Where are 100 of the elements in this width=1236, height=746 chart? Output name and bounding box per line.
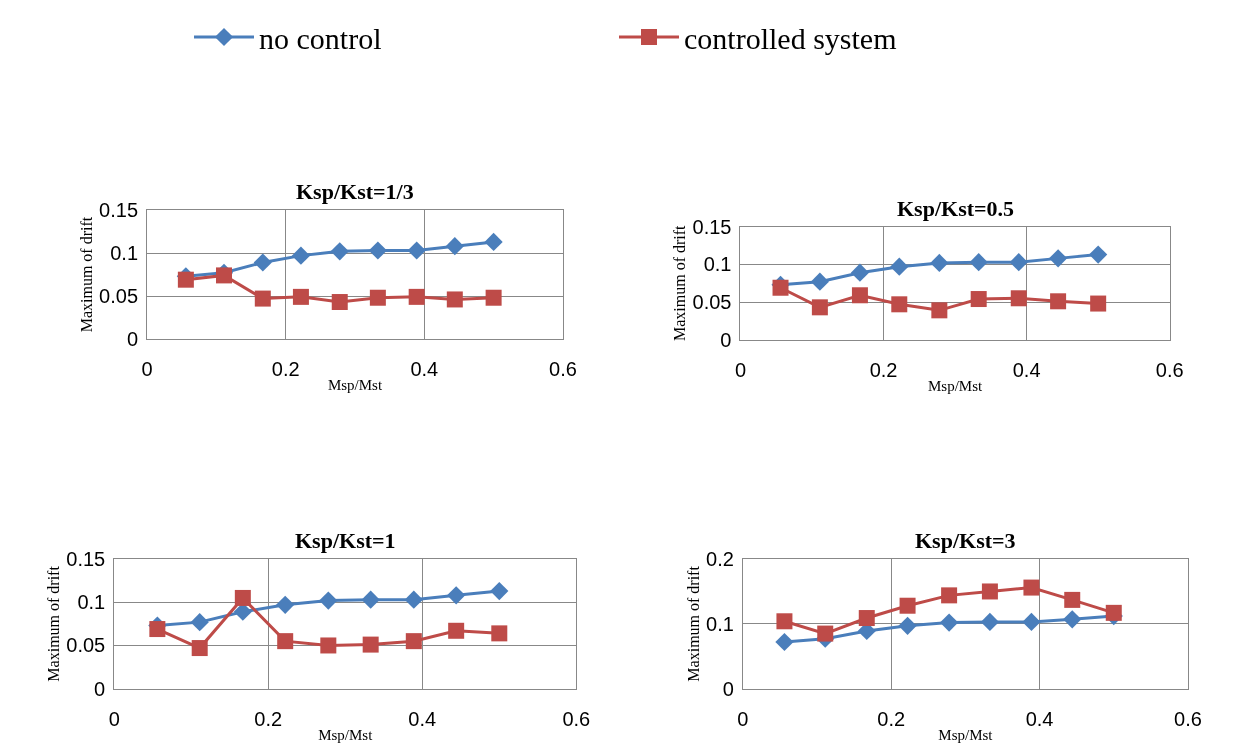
- point: [772, 279, 789, 296]
- point: [1023, 579, 1040, 596]
- point: [811, 299, 828, 316]
- point: [930, 253, 949, 272]
- point: [446, 291, 463, 308]
- chart-title: Ksp/Kst=1/3: [296, 179, 414, 204]
- point: [292, 288, 309, 305]
- point: [331, 294, 348, 311]
- x-axis-title: Msp/Mst: [327, 376, 383, 393]
- x-tick-label: 0.2: [877, 707, 906, 730]
- point: [775, 632, 794, 652]
- y-tick-label: 0.1: [706, 612, 734, 635]
- point: [362, 636, 379, 653]
- point: [1089, 245, 1108, 264]
- x-tick-label: 0.6: [1174, 707, 1202, 730]
- x-tick-label: 0.2: [869, 358, 898, 381]
- point: [191, 640, 208, 657]
- point: [858, 610, 875, 627]
- x-tick-label: 0.4: [408, 707, 437, 730]
- y-tick-label: 0.05: [66, 634, 106, 657]
- y-tick-label: 0.15: [692, 215, 732, 238]
- point: [320, 637, 337, 654]
- x-axis-title: Msp/Mst: [938, 726, 994, 743]
- point: [898, 616, 917, 635]
- y-tick-label: 0.15: [99, 199, 139, 222]
- point: [890, 257, 909, 276]
- point: [369, 289, 386, 306]
- point: [817, 625, 834, 642]
- point: [981, 583, 998, 600]
- x-tick-label: 0.4: [410, 357, 439, 380]
- x-tick-label: 0.4: [1012, 358, 1041, 381]
- y-tick-label: 0.2: [706, 548, 734, 571]
- point: [899, 597, 916, 614]
- point: [891, 296, 908, 313]
- point: [407, 241, 426, 260]
- point: [277, 633, 294, 650]
- x-tick-label: 0: [737, 707, 749, 730]
- point: [404, 590, 423, 609]
- y-axis-title: Maximum of drift: [671, 224, 689, 341]
- point: [970, 291, 987, 308]
- point: [1090, 295, 1107, 312]
- point: [851, 287, 868, 304]
- point: [149, 621, 166, 638]
- y-tick-label: 0: [722, 677, 734, 700]
- x-tick-label: 0.2: [271, 357, 300, 380]
- point: [490, 581, 509, 601]
- y-tick-label: 0: [720, 328, 732, 351]
- point: [776, 613, 793, 630]
- y-axis-title: Maximum of drift: [78, 216, 96, 333]
- point: [1010, 290, 1027, 307]
- point: [1022, 612, 1041, 632]
- point: [980, 612, 1000, 632]
- chart-title: Ksp/Kst=0.5: [897, 196, 1015, 221]
- x-axis-title: Msp/Mst: [927, 377, 984, 394]
- point: [234, 589, 251, 606]
- point: [361, 590, 380, 609]
- y-tick-label: 0.05: [99, 285, 139, 308]
- legend-label: no control: [259, 21, 382, 55]
- y-tick-label: 0.15: [66, 548, 106, 571]
- y-tick-label: 0: [94, 677, 106, 700]
- point: [448, 622, 465, 639]
- point: [1049, 249, 1068, 268]
- point: [1064, 591, 1081, 608]
- point: [190, 613, 209, 632]
- x-tick-label: 0.6: [549, 357, 577, 380]
- y-tick-label: 0.1: [77, 591, 106, 614]
- x-tick-label: 0.6: [1155, 358, 1184, 381]
- point: [368, 241, 387, 260]
- y-axis-title: Maximum of drift: [45, 565, 63, 682]
- point: [405, 633, 422, 650]
- point: [491, 625, 508, 642]
- x-tick-label: 0.6: [562, 707, 591, 730]
- point: [445, 237, 464, 256]
- point: [941, 587, 958, 604]
- point: [940, 613, 959, 632]
- x-tick-label: 0.2: [254, 707, 283, 730]
- point: [276, 595, 295, 614]
- x-axis-title: Msp/Mst: [318, 726, 374, 743]
- point: [1009, 253, 1028, 272]
- chart-title: Ksp/Kst=3: [915, 528, 1016, 553]
- y-tick-label: 0.05: [692, 291, 732, 314]
- y-tick-label: 0: [126, 327, 139, 350]
- point: [484, 232, 503, 251]
- point: [1063, 610, 1082, 629]
- point: [850, 263, 870, 282]
- y-axis-title: Maximum of drift: [684, 565, 702, 682]
- point: [408, 288, 425, 305]
- point: [216, 267, 232, 284]
- point: [330, 242, 349, 261]
- point: [1105, 604, 1122, 621]
- point: [485, 289, 502, 306]
- legend-label: controlled system: [684, 21, 897, 55]
- point: [253, 253, 272, 272]
- point: [931, 302, 948, 319]
- point: [1050, 293, 1067, 310]
- point: [177, 271, 194, 288]
- x-tick-label: 0.4: [1025, 707, 1054, 730]
- y-tick-label: 0.1: [110, 242, 139, 265]
- point: [969, 253, 988, 272]
- point: [319, 591, 338, 610]
